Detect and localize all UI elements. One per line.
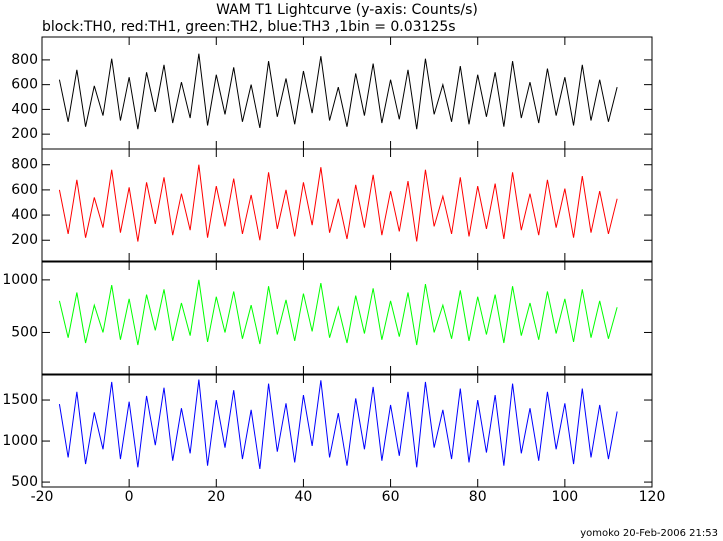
light-curve — [58, 279, 618, 346]
light-curve — [58, 379, 618, 470]
y-tick-label: 1000 — [2, 272, 38, 288]
y-tick-label: 200 — [11, 232, 38, 248]
x-tick-label: 100 — [551, 489, 578, 505]
x-tick-label: 80 — [469, 489, 487, 505]
footer: yomoko 20-Feb-2006 21:53 — [580, 528, 718, 539]
x-tick-label: -20 — [31, 489, 54, 505]
x-tick-label: 60 — [382, 489, 400, 505]
y-tick-label: 500 — [11, 324, 38, 340]
y-tick-label: 600 — [11, 77, 38, 93]
x-tick-label: 40 — [295, 489, 313, 505]
light-curve — [58, 164, 618, 242]
x-tick-label: 120 — [639, 489, 666, 505]
chart-subtitle: block:TH0, red:TH1, green:TH2, blue:TH3 … — [42, 19, 456, 35]
y-tick-label: 800 — [11, 52, 38, 68]
y-tick-label: 200 — [11, 126, 38, 142]
x-tick-label: 0 — [125, 489, 134, 505]
y-tick-label: 400 — [11, 101, 38, 117]
x-tick-label: 20 — [207, 489, 225, 505]
y-tick-label: 500 — [11, 474, 38, 490]
panel-frame — [41, 374, 653, 488]
y-tick-label: 1000 — [2, 433, 38, 449]
y-tick-label: 600 — [11, 182, 38, 198]
light-curve — [58, 53, 618, 130]
panel-frame — [41, 148, 653, 262]
panel-frame — [41, 261, 653, 375]
y-tick-label: 800 — [11, 157, 38, 173]
y-tick-label: 400 — [11, 207, 38, 223]
panel-frame — [41, 36, 653, 150]
chart-title: WAM T1 Lightcurve (y-axis: Counts/s) — [216, 2, 478, 18]
y-tick-label: 1500 — [2, 392, 38, 408]
